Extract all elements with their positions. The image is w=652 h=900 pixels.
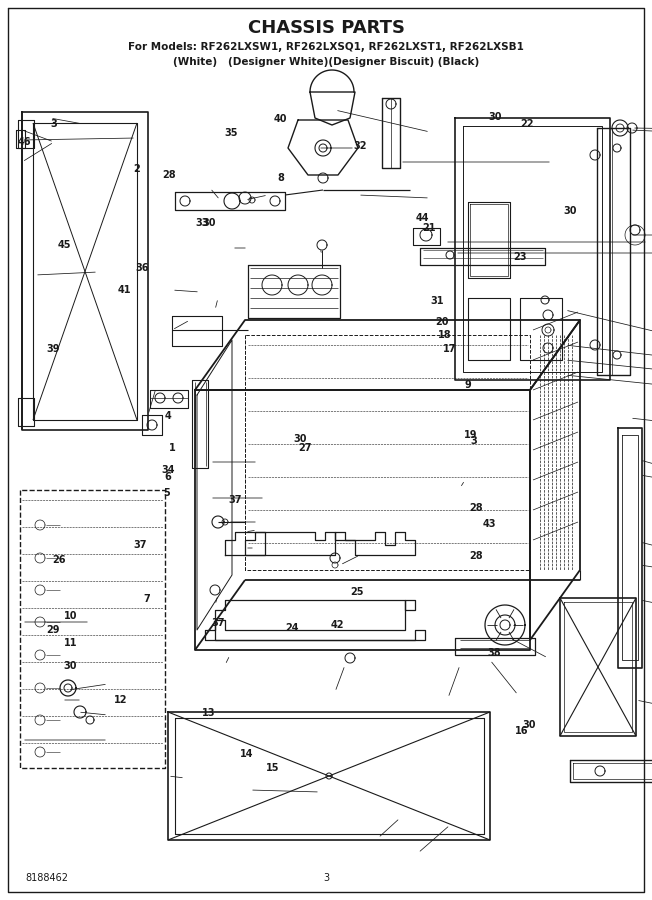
Text: 43: 43 bbox=[482, 518, 496, 529]
Text: 38: 38 bbox=[488, 647, 501, 658]
Text: 9: 9 bbox=[465, 380, 471, 391]
Text: CHASSIS PARTS: CHASSIS PARTS bbox=[248, 19, 404, 37]
Text: 28: 28 bbox=[469, 551, 482, 562]
Text: 10: 10 bbox=[64, 610, 77, 621]
Text: 27: 27 bbox=[299, 443, 312, 454]
Text: 37: 37 bbox=[212, 617, 225, 628]
Text: 20: 20 bbox=[436, 317, 449, 328]
Text: 1: 1 bbox=[170, 443, 176, 454]
Text: 24: 24 bbox=[286, 623, 299, 634]
Text: 25: 25 bbox=[351, 587, 364, 598]
Text: 36: 36 bbox=[136, 263, 149, 274]
Text: 7: 7 bbox=[143, 593, 150, 604]
Text: 16: 16 bbox=[515, 725, 528, 736]
Text: 3: 3 bbox=[51, 119, 57, 130]
Text: (White)   (Designer White)(Designer Biscuit) (Black): (White) (Designer White)(Designer Biscui… bbox=[173, 57, 479, 67]
Text: 8: 8 bbox=[277, 173, 284, 184]
Text: 34: 34 bbox=[162, 464, 175, 475]
Text: 3: 3 bbox=[471, 436, 477, 446]
Text: 23: 23 bbox=[514, 251, 527, 262]
Text: 22: 22 bbox=[520, 119, 533, 130]
Text: 11: 11 bbox=[64, 638, 77, 649]
Text: 30: 30 bbox=[564, 206, 577, 217]
Text: 44: 44 bbox=[416, 212, 429, 223]
Text: 19: 19 bbox=[464, 429, 477, 440]
Text: 37: 37 bbox=[134, 539, 147, 550]
Text: 2: 2 bbox=[134, 164, 140, 175]
Text: 40: 40 bbox=[274, 113, 287, 124]
Text: 17: 17 bbox=[443, 344, 456, 355]
Text: 14: 14 bbox=[240, 749, 253, 760]
Text: 42: 42 bbox=[331, 620, 344, 631]
Text: 21: 21 bbox=[422, 222, 436, 233]
Text: 3: 3 bbox=[323, 873, 329, 883]
Text: 33: 33 bbox=[196, 218, 209, 229]
Text: 46: 46 bbox=[18, 137, 31, 148]
Text: 30: 30 bbox=[202, 218, 215, 229]
Text: 31: 31 bbox=[430, 296, 443, 307]
Text: 6: 6 bbox=[164, 472, 171, 482]
Text: 8188462: 8188462 bbox=[25, 873, 68, 883]
Text: 37: 37 bbox=[228, 494, 241, 505]
Text: 18: 18 bbox=[438, 329, 451, 340]
Text: 45: 45 bbox=[57, 239, 70, 250]
Text: 28: 28 bbox=[163, 170, 176, 181]
Text: 30: 30 bbox=[523, 719, 536, 730]
Text: 4: 4 bbox=[165, 410, 171, 421]
Text: 30: 30 bbox=[489, 112, 502, 122]
Text: 26: 26 bbox=[52, 554, 65, 565]
Text: 30: 30 bbox=[64, 661, 77, 671]
Text: 29: 29 bbox=[47, 625, 60, 635]
Text: 15: 15 bbox=[266, 762, 279, 773]
Text: For Models: RF262LXSW1, RF262LXSQ1, RF262LXST1, RF262LXSB1: For Models: RF262LXSW1, RF262LXSQ1, RF26… bbox=[128, 42, 524, 52]
Text: 30: 30 bbox=[293, 434, 306, 445]
Text: 13: 13 bbox=[202, 707, 215, 718]
Text: 32: 32 bbox=[353, 140, 366, 151]
Text: 39: 39 bbox=[47, 344, 60, 355]
Text: 35: 35 bbox=[225, 128, 238, 139]
Text: 41: 41 bbox=[117, 284, 130, 295]
Text: 12: 12 bbox=[114, 695, 127, 706]
Text: 5: 5 bbox=[163, 488, 170, 499]
Text: 28: 28 bbox=[469, 503, 482, 514]
